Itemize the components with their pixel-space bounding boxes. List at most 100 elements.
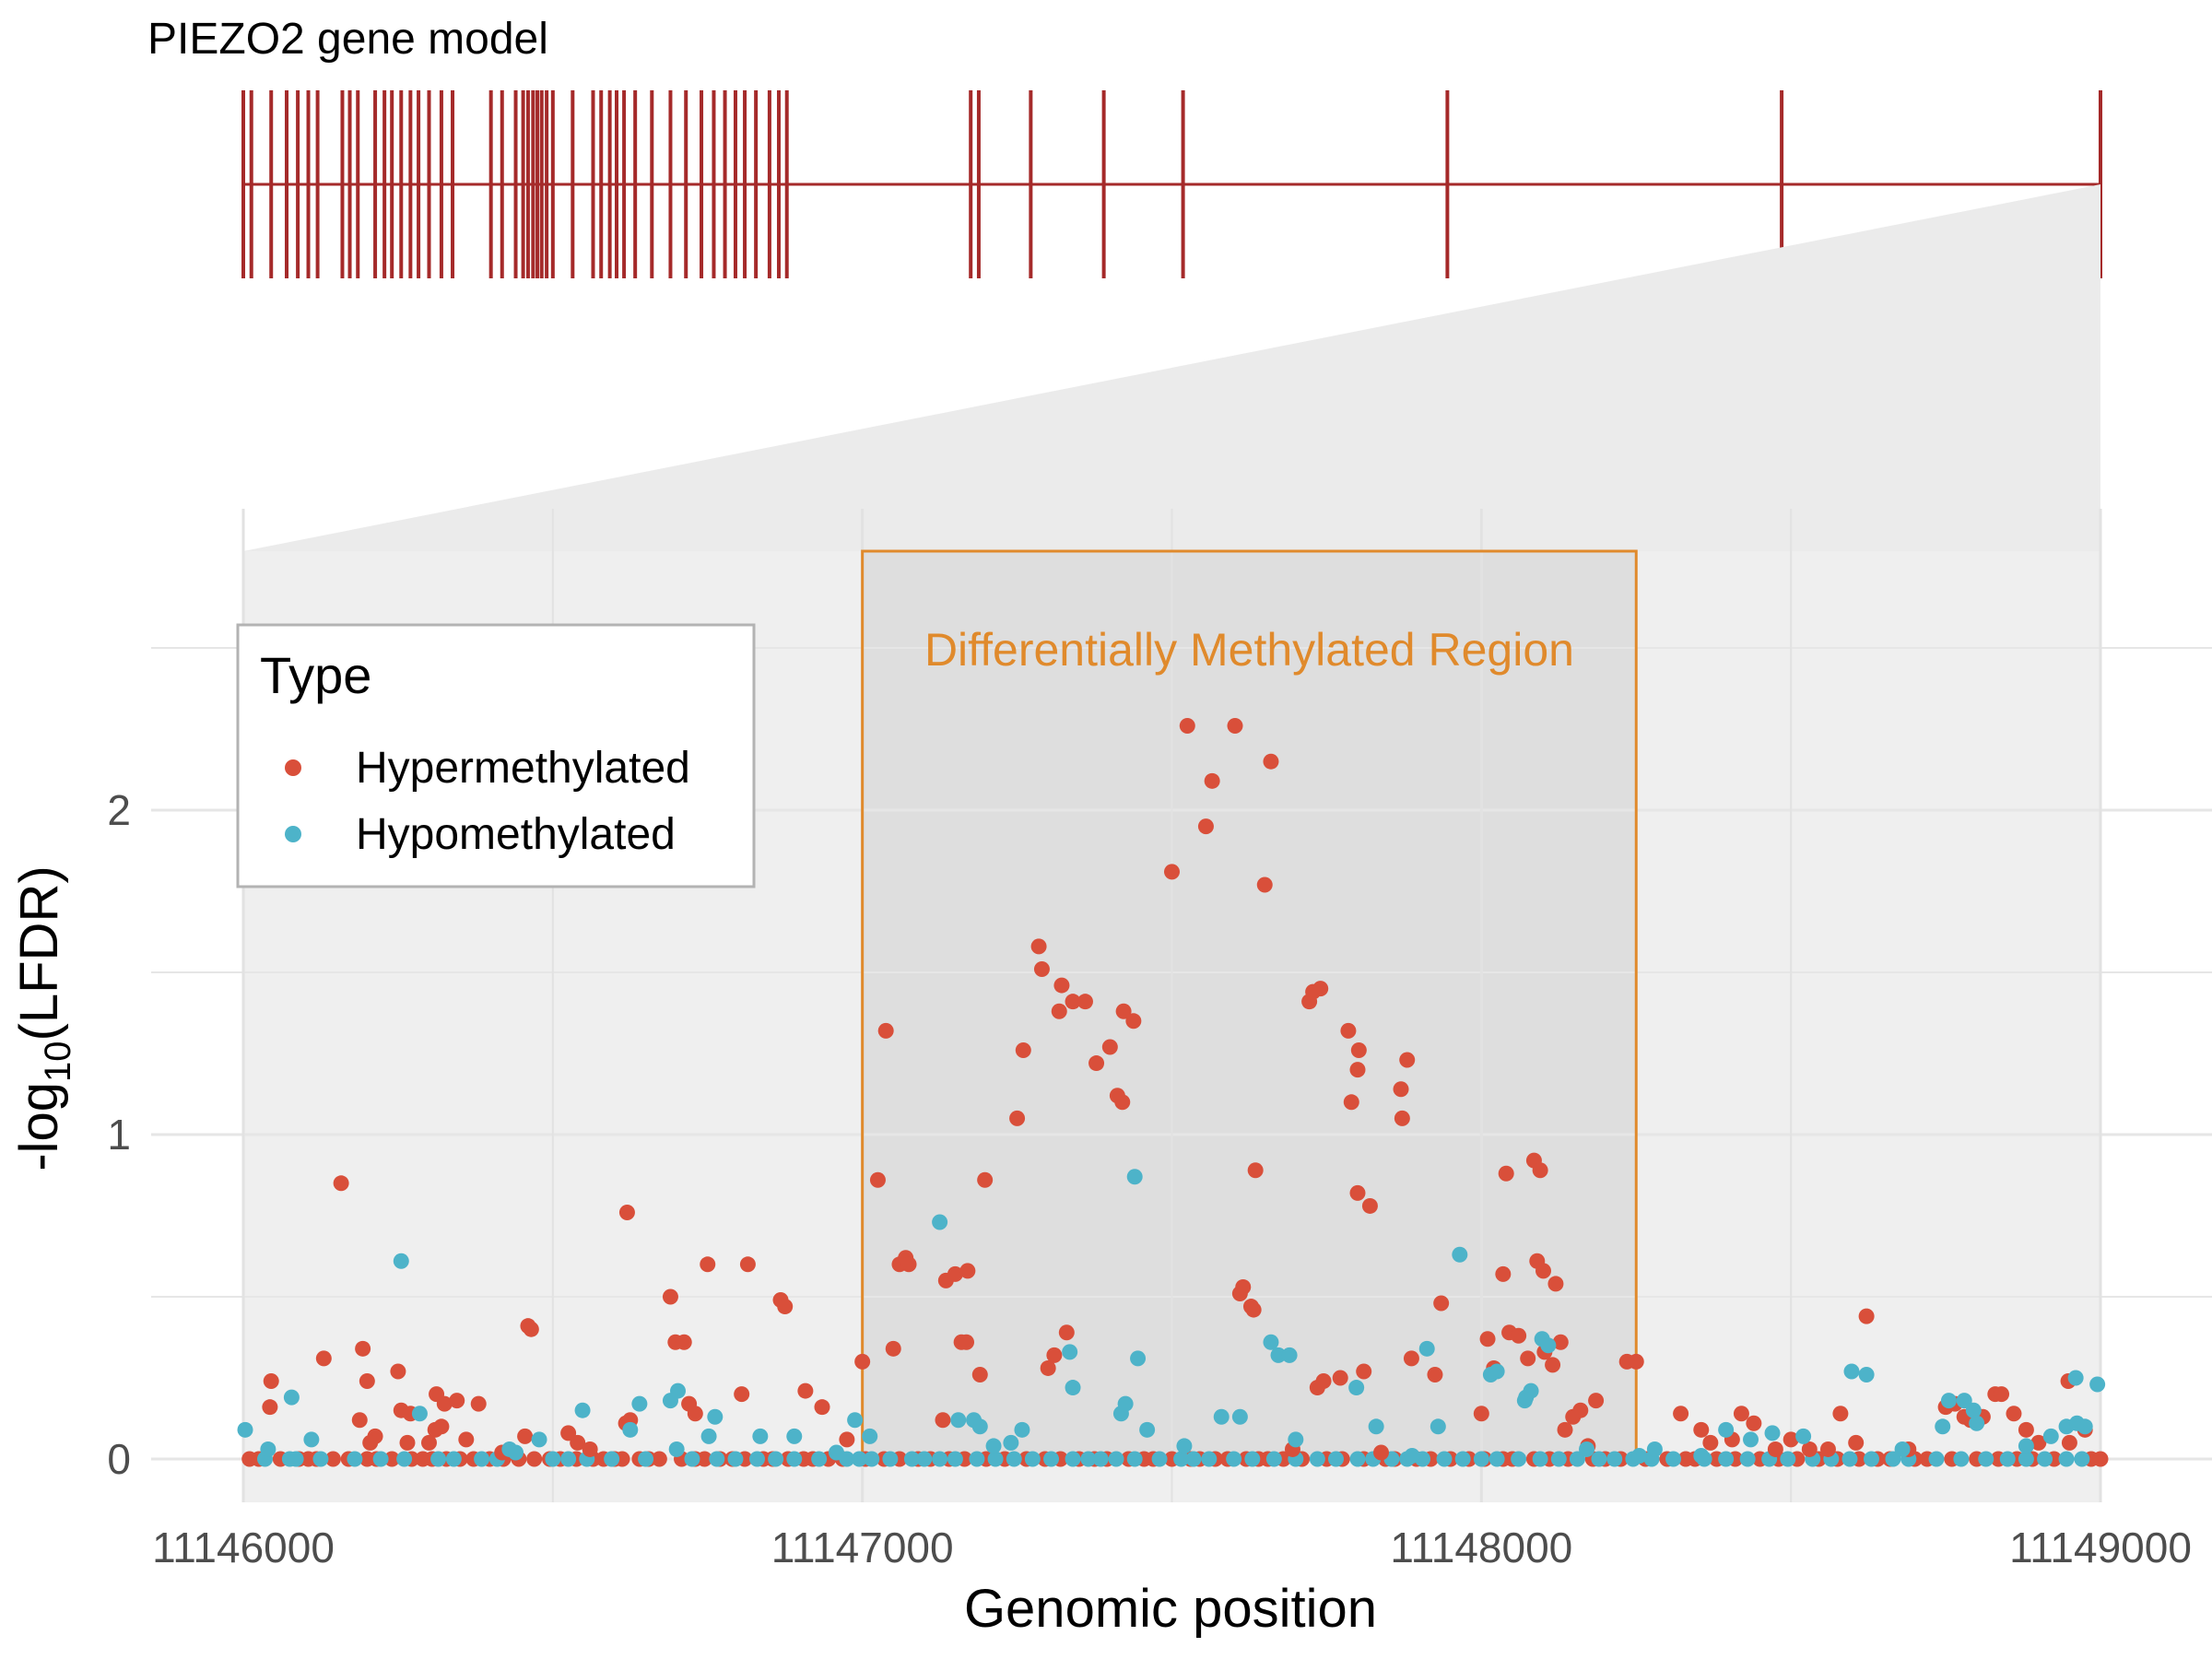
hypomethylated-point xyxy=(372,1451,389,1467)
hypomethylated-point xyxy=(862,1428,878,1444)
hypermethylated-point xyxy=(570,1434,586,1451)
hypomethylated-point xyxy=(288,1451,304,1467)
legend: Type Hypermethylated Hypomethylated xyxy=(236,623,756,888)
hypomethylated-point xyxy=(1718,1421,1735,1438)
hypomethylated-point xyxy=(622,1421,639,1438)
y-tick-label: 0 xyxy=(107,1435,131,1483)
hypomethylated-point xyxy=(604,1451,620,1467)
hypomethylated-point xyxy=(684,1451,700,1467)
hypomethylated-point xyxy=(260,1441,276,1457)
hypomethylated-point xyxy=(1281,1347,1298,1363)
hypermethylated-point xyxy=(1030,938,1047,955)
hypermethylated-point xyxy=(333,1175,349,1192)
hypomethylated-point xyxy=(1780,1451,1796,1467)
hypermethylated-point xyxy=(1848,1434,1865,1451)
dmr-region xyxy=(862,551,1637,1459)
hypomethylated-point xyxy=(531,1431,547,1448)
dmr-region-label: Differentially Methylated Region xyxy=(924,624,1574,676)
hypermethylated-point xyxy=(676,1334,692,1350)
hypermethylated-point xyxy=(1197,818,1214,835)
x-tick-label: 11148000 xyxy=(1390,1524,1572,1571)
hypermethylated-point xyxy=(351,1412,368,1429)
hypomethylated-point xyxy=(1863,1451,1879,1467)
hypomethylated-point xyxy=(768,1451,784,1467)
hypermethylated-point xyxy=(1399,1052,1416,1068)
hypomethylated-point xyxy=(2037,1451,2053,1467)
hypermethylated-point xyxy=(1101,1039,1118,1055)
hypomethylated-point xyxy=(1404,1447,1420,1464)
hypomethylated-point xyxy=(1263,1334,1279,1350)
hypermethylated-point xyxy=(433,1418,450,1435)
hypomethylated-point xyxy=(1173,1451,1190,1467)
hypomethylated-point xyxy=(1935,1418,1951,1435)
hypomethylated-point xyxy=(752,1428,769,1444)
hypermethylated-point xyxy=(1015,1041,1031,1058)
hypermethylated-point xyxy=(977,1171,994,1188)
hypomethylated-point xyxy=(1270,1347,1287,1363)
hypomethylated-point xyxy=(1309,1451,1325,1467)
hypomethylated-point xyxy=(1631,1447,1648,1464)
hypermethylated-point xyxy=(436,1395,453,1412)
y-tick-label: 1 xyxy=(107,1111,131,1159)
hypermethylated-point xyxy=(1693,1421,1710,1438)
hypermethylated-point xyxy=(383,1451,400,1467)
hypermethylated-point xyxy=(651,1451,667,1467)
hypermethylated-point xyxy=(1832,1406,1849,1422)
hypermethylated-point xyxy=(1115,1003,1132,1019)
hypomethylated-point xyxy=(700,1428,717,1444)
hypomethylated-point xyxy=(445,1451,462,1467)
hypomethylated-point xyxy=(1430,1418,1446,1435)
hypermethylated-point xyxy=(1164,864,1180,880)
hypomethylated-point xyxy=(1940,1393,1957,1409)
hypermethylated-point xyxy=(1256,877,1273,893)
hypomethylated-point xyxy=(1213,1408,1230,1425)
hypermethylated-point xyxy=(1088,1055,1105,1072)
hypermethylated-point xyxy=(1767,1441,1783,1457)
hypomethylated-point xyxy=(1999,1451,2016,1467)
hypermethylated-point xyxy=(869,1171,886,1188)
hypomethylated-point xyxy=(638,1451,654,1467)
hypomethylated-point xyxy=(985,1438,1002,1454)
hypermethylated-point xyxy=(1263,753,1279,770)
hypomethylated-point xyxy=(1858,1366,1875,1382)
hypermethylated-point xyxy=(1403,1350,1419,1367)
hypomethylated-point xyxy=(1843,1363,1860,1380)
hypermethylated-point xyxy=(959,1263,976,1279)
hypomethylated-point xyxy=(932,1451,948,1467)
hypomethylated-point xyxy=(707,1408,724,1425)
hypomethylated-point xyxy=(283,1389,300,1406)
hypermethylated-point xyxy=(1994,1386,2010,1403)
hypermethylated-point xyxy=(1245,1301,1262,1318)
hypomethylated-point xyxy=(1953,1451,1970,1467)
hypermethylated-point xyxy=(1479,1331,1496,1347)
hypermethylated-point xyxy=(1340,1022,1357,1039)
hypomethylated-point xyxy=(1718,1451,1735,1467)
hypermethylated-point xyxy=(449,1393,465,1409)
hypermethylated-point xyxy=(1065,994,1081,1010)
hypermethylated-point xyxy=(1572,1402,1589,1418)
hypomethylated-point xyxy=(882,1451,899,1467)
hypomethylated-point xyxy=(1130,1350,1147,1367)
hypomethylated-point xyxy=(1244,1451,1261,1467)
hypomethylated-point xyxy=(508,1444,524,1461)
hypomethylated-point xyxy=(947,1451,963,1467)
hypomethylated-point xyxy=(1894,1441,1911,1457)
hypomethylated-point xyxy=(864,1451,880,1467)
legend-box xyxy=(236,623,756,888)
hypomethylated-point xyxy=(1065,1380,1081,1396)
hypomethylated-point xyxy=(1006,1451,1022,1467)
hypermethylated-point xyxy=(399,1434,416,1451)
hypermethylated-point xyxy=(797,1382,814,1399)
hypomethylated-point xyxy=(1126,1169,1143,1185)
hypomethylated-point xyxy=(2042,1428,2059,1444)
hypomethylated-point xyxy=(411,1406,428,1422)
hypermethylated-point xyxy=(560,1425,577,1441)
hypermethylated-point xyxy=(1040,1359,1056,1376)
hypermethylated-point xyxy=(814,1399,830,1416)
hypomethylated-point xyxy=(847,1412,864,1429)
hypermethylated-point xyxy=(2018,1421,2034,1438)
hypomethylated-point xyxy=(1176,1438,1193,1454)
hypermethylated-point xyxy=(526,1451,543,1467)
hypermethylated-point xyxy=(1433,1295,1450,1312)
